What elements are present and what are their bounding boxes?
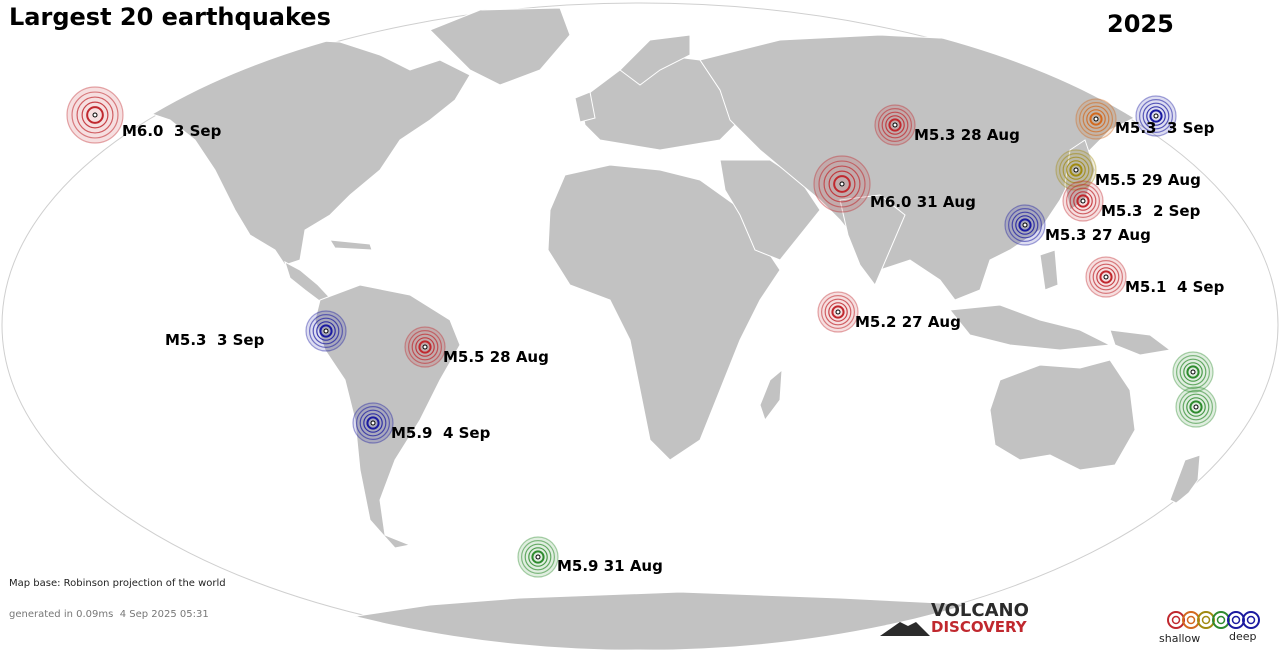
australia-landmass <box>989 359 1136 471</box>
africa-landmass <box>547 164 781 461</box>
quake-marker-icon[interactable] <box>517 536 559 578</box>
legend-ring-inner-icon <box>1171 615 1181 625</box>
legend-deep-label: deep <box>1229 630 1257 643</box>
caribbean-islands <box>329 239 373 251</box>
earthquake-markers <box>66 86 1217 578</box>
philippines-landmass <box>1039 249 1059 291</box>
legend-ring-icon <box>1212 611 1230 629</box>
legend-ring-icon <box>1167 611 1185 629</box>
map-year: 2025 <box>1107 10 1174 38</box>
scandinavia-landmass <box>619 34 691 86</box>
quake-label-japan-south[interactable]: M5.3 2 Sep <box>1101 202 1201 220</box>
madagascar-landmass <box>759 368 783 422</box>
north-america-landmass <box>119 39 471 266</box>
legend-ring-icon <box>1197 611 1215 629</box>
legend-ring-icon <box>1182 611 1200 629</box>
quake-marker-icon[interactable] <box>1135 95 1177 137</box>
quake-marker-icon[interactable] <box>1004 204 1046 246</box>
quake-label-bolivia[interactable]: M5.9 4 Sep <box>391 424 491 442</box>
quake-marker-icon[interactable] <box>817 291 859 333</box>
legend-ring-inner-icon <box>1201 615 1211 625</box>
legend-shallow-label: shallow <box>1159 632 1201 645</box>
volcano-discovery-logo[interactable]: VOLCANO DISCOVERY <box>931 600 1029 636</box>
map-base-note: Map base: Robinson projection of the wor… <box>9 578 226 589</box>
quake-marker-icon[interactable] <box>66 86 124 144</box>
quake-marker-icon[interactable] <box>874 104 916 146</box>
greenland-landmass <box>429 7 571 86</box>
logo-discovery-text: DISCOVERY <box>931 618 1027 636</box>
quake-marker-icon[interactable] <box>305 310 347 352</box>
map-title: Largest 20 earthquakes <box>9 3 331 31</box>
quake-label-mariana[interactable]: M5.1 4 Sep <box>1125 278 1225 296</box>
quake-label-kuril[interactable]: M5.3 3 Sep <box>1115 119 1215 137</box>
british-isles <box>574 91 596 123</box>
legend-ring-inner-icon <box>1186 615 1196 625</box>
quake-marker-icon[interactable] <box>1062 180 1104 222</box>
legend-ring-inner-icon <box>1231 615 1241 625</box>
volcano-logo-icon <box>880 622 930 636</box>
quake-label-japan-north[interactable]: M5.5 29 Aug <box>1095 171 1201 189</box>
legend-ring-icon <box>1242 611 1260 629</box>
quake-label-carlsberg-ridge[interactable]: M5.2 27 Aug <box>855 313 961 331</box>
legend-ring-icon <box>1227 611 1245 629</box>
quake-label-mongolia[interactable]: M5.3 28 Aug <box>914 126 1020 144</box>
generated-timestamp: generated in 0.09ms 4 Sep 2025 05:31 <box>9 609 209 620</box>
legend-ring-inner-icon <box>1246 615 1256 625</box>
india-landmass <box>839 194 906 286</box>
quake-marker-icon[interactable] <box>1172 351 1214 393</box>
quake-label-afghanistan[interactable]: M6.0 31 Aug <box>870 193 976 211</box>
new-guinea-landmass <box>1109 329 1172 356</box>
quake-label-south-sandwich[interactable]: M5.9 31 Aug <box>557 557 663 575</box>
quake-marker-icon[interactable] <box>1075 98 1117 140</box>
quake-label-mid-atlantic[interactable]: M5.5 28 Aug <box>443 348 549 366</box>
depth-legend-icons <box>1167 611 1260 629</box>
quake-label-taiwan[interactable]: M5.3 27 Aug <box>1045 226 1151 244</box>
quake-label-colombia[interactable]: M5.3 3 Sep <box>165 331 265 349</box>
quake-marker-icon[interactable] <box>1175 386 1217 428</box>
quake-marker-icon[interactable] <box>352 402 394 444</box>
quake-marker-icon[interactable] <box>1085 256 1127 298</box>
quake-label-alaska[interactable]: M6.0 3 Sep <box>122 122 222 140</box>
southeast-asia-islands <box>949 304 1112 351</box>
quake-marker-icon[interactable] <box>404 326 446 368</box>
quake-marker-icon[interactable] <box>813 155 871 213</box>
logo-volcano-text: VOLCANO <box>931 600 1029 621</box>
legend-ring-inner-icon <box>1216 615 1226 625</box>
